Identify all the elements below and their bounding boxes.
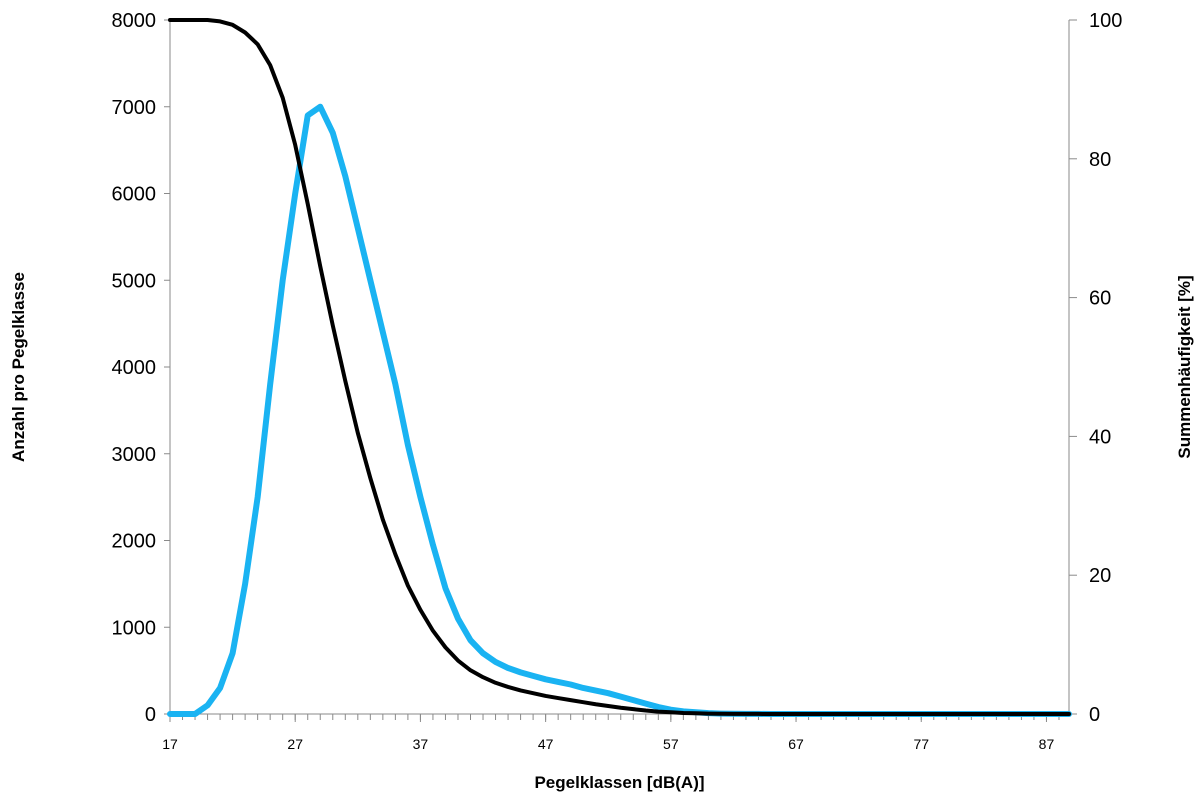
y-tick-label: 7000 <box>112 97 157 119</box>
x-tick-label: 27 <box>287 736 303 752</box>
y2-tick-label: 0 <box>1089 704 1100 726</box>
x-tick-label: 67 <box>788 736 804 752</box>
label-layer: Pegelklassen [dB(A)] Anzahl pro Pegelkla… <box>9 272 1194 792</box>
y-tick-label: 0 <box>145 704 156 726</box>
y-tick-label: 3000 <box>112 444 157 466</box>
y2-tick-label: 60 <box>1089 288 1111 310</box>
y2-tick-label: 40 <box>1089 426 1111 448</box>
y2-axis-title: Summenhäufigkeit [%] <box>1175 275 1194 458</box>
y-tick-label: 4000 <box>112 357 157 379</box>
y-axis-title: Anzahl pro Pegelklasse <box>9 272 28 462</box>
y2-tick-label: 100 <box>1089 10 1122 32</box>
y2-tick-label: 20 <box>1089 565 1111 587</box>
y-tick-label: 2000 <box>112 531 157 553</box>
cumulative-frequency-line <box>168 18 1071 716</box>
y-tick-label: 8000 <box>112 10 157 32</box>
series-layer <box>167 18 1072 717</box>
y2-tick-label: 80 <box>1089 149 1111 171</box>
y-tick-label: 6000 <box>112 184 157 206</box>
x-tick-label: 77 <box>913 736 929 752</box>
x-tick-label: 47 <box>538 736 554 752</box>
y-tick-label: 5000 <box>112 270 157 292</box>
x-tick-label: 87 <box>1039 736 1055 752</box>
y-tick-label: 1000 <box>112 617 157 639</box>
x-tick-label: 17 <box>162 736 178 752</box>
x-axis-title: Pegelklassen [dB(A)] <box>534 773 704 792</box>
x-tick-label: 37 <box>413 736 429 752</box>
axes-layer: 0 1000 2000 3000 4000 5000 6000 7000 8000 0 20 40 60… <box>112 10 1123 752</box>
x-tick-label: 57 <box>663 736 679 752</box>
